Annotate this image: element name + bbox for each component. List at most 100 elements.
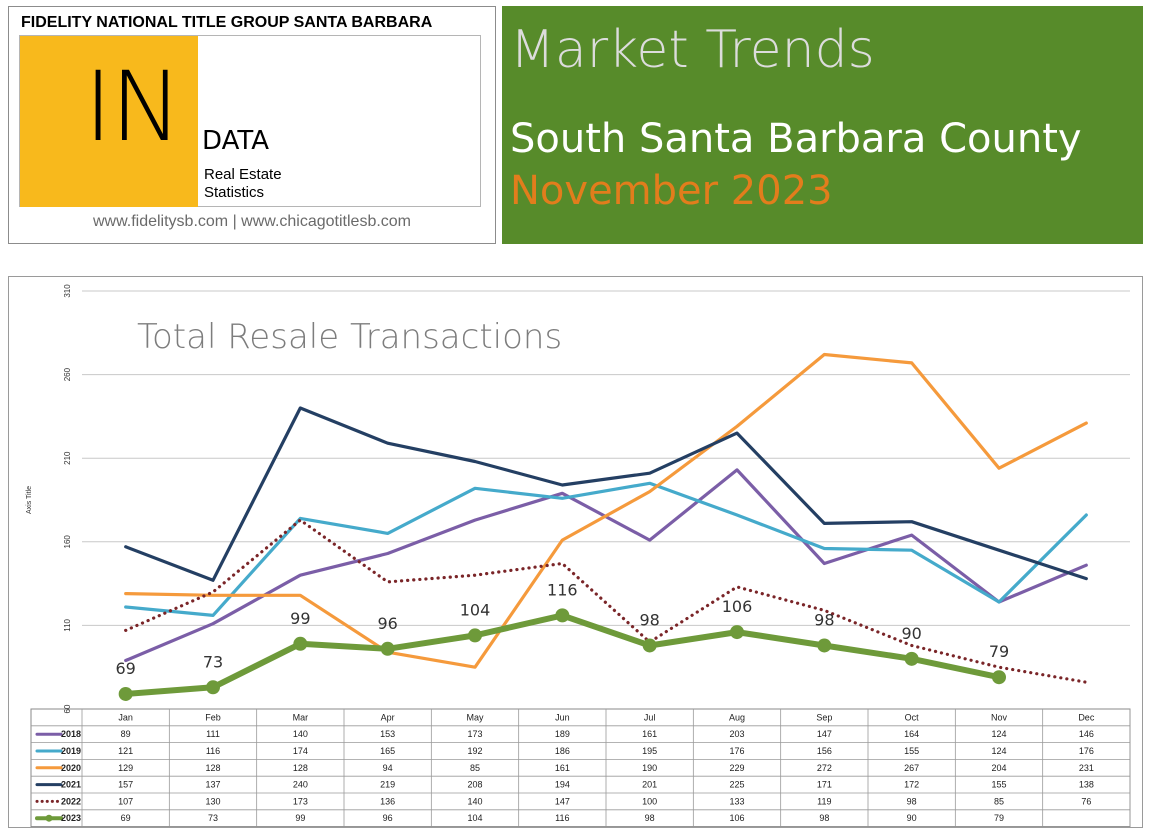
legend-entry-2018: 2018 [61, 729, 81, 739]
banner-area: South Santa Barbara County [510, 116, 1082, 162]
table-cell-2023: 98 [819, 813, 829, 823]
table-cell-2019: 116 [206, 746, 220, 756]
data-label-2023: 99 [290, 609, 310, 628]
table-cell-2023: 79 [994, 813, 1004, 823]
table-cell-2022: 100 [642, 796, 657, 806]
table-cell-2021: 171 [817, 780, 832, 790]
x-tick-label-apr: Apr [381, 712, 395, 722]
legend-entry-2022: 2022 [61, 796, 81, 806]
table-cell-2020: 85 [470, 763, 480, 773]
table-cell-2020: 231 [1079, 763, 1094, 773]
legend-entry-2020: 2020 [61, 763, 81, 773]
x-tick-label-feb: Feb [205, 712, 221, 722]
series-2023-point [293, 636, 308, 651]
series-line-2022 [124, 518, 1088, 684]
table-cell-2020: 128 [293, 763, 308, 773]
banner-title: Market Trends [510, 20, 875, 80]
y-tick-label-260: 260 [63, 367, 72, 381]
logo-box: FIDELITY NATIONAL TITLE GROUP SANTA BARB… [8, 6, 496, 244]
x-tick-label-dec: Dec [1078, 712, 1095, 722]
series-2023-point [118, 686, 133, 701]
table-cell-2018: 164 [904, 729, 919, 739]
table-cell-2018: 140 [293, 729, 308, 739]
logo-inner: IN DATA Real Estate Statistics [19, 35, 481, 207]
table-cell-2021: 201 [642, 780, 657, 790]
y-tick-label-110: 110 [63, 618, 72, 631]
title-banner: Market Trends South Santa Barbara County… [502, 6, 1143, 244]
legend-entry-2021: 2021 [61, 780, 81, 790]
table-cell-2018: 124 [991, 729, 1006, 739]
table-cell-2018: 147 [817, 729, 832, 739]
table-cell-2019: 176 [1079, 746, 1094, 756]
chart-frame: 60 110 160 210 260 310 Axis Title Total Resale … [8, 276, 1143, 828]
table-cell-2019: 165 [380, 746, 395, 756]
data-label-2023: 90 [901, 624, 921, 643]
table-cell-2019: 155 [904, 746, 919, 756]
table-cell-2021: 157 [118, 780, 133, 790]
logo-subtitle-line2: Statistics [204, 184, 265, 201]
data-label-2023: 69 [115, 659, 135, 678]
table-cell-2020: 161 [555, 763, 570, 773]
table-cell-2021: 137 [205, 780, 220, 790]
y-axis-title: Axis Title [26, 486, 33, 514]
table-cell-2023: 90 [907, 813, 917, 823]
table-cell-2022: 107 [118, 796, 133, 806]
table-cell-2019: 186 [555, 746, 570, 756]
table-cell-2022: 147 [555, 796, 570, 806]
series-2023-point [642, 638, 657, 653]
logo-data-text: DATA [202, 126, 269, 156]
data-label-2023: 96 [377, 614, 397, 633]
series-2023-point [555, 608, 570, 623]
table-cell-2022: 98 [907, 796, 917, 806]
table-cell-2019: 192 [467, 746, 482, 756]
table-cell-2020: 267 [904, 763, 919, 773]
table-cell-2020: 94 [383, 763, 393, 773]
data-label-2023: 106 [722, 597, 753, 616]
table-cell-2019: 195 [642, 746, 657, 756]
table-cell-2023: 73 [208, 813, 218, 823]
table-cell-2018: 189 [555, 729, 570, 739]
y-tick-label-210: 210 [63, 451, 72, 465]
table-cell-2021: 172 [904, 780, 919, 790]
series-line-2021 [124, 406, 1088, 582]
table-cell-2021: 240 [293, 780, 308, 790]
table-cell-2023: 104 [467, 813, 482, 823]
banner-date: November 2023 [510, 168, 833, 214]
table-cell-2018: 153 [380, 729, 395, 739]
data-label-2023: 79 [989, 642, 1009, 661]
table-cell-2021: 208 [467, 780, 482, 790]
series-2023-point [904, 651, 919, 666]
table-cell-2022: 119 [817, 796, 831, 806]
table-cell-2020: 272 [817, 763, 832, 773]
website-links[interactable]: www.fidelitysb.com | www.chicagotitlesb.… [92, 213, 412, 230]
series-2023-point [206, 680, 220, 695]
table-cell-2019: 156 [817, 746, 832, 756]
x-tick-label-jul: Jul [644, 712, 656, 722]
table-cell-2023: 69 [121, 813, 131, 823]
table-cell-2019: 124 [991, 746, 1006, 756]
table-cell-2018: 203 [729, 729, 744, 739]
series-line-2019 [124, 481, 1088, 617]
table-cell-2021: 225 [729, 780, 744, 790]
table-cell-2021: 194 [555, 780, 570, 790]
table-cell-2019: 174 [293, 746, 308, 756]
table-cell-2020: 128 [205, 763, 220, 773]
table-cell-2018: 161 [642, 729, 657, 739]
logo-in-text: IN [84, 51, 182, 163]
table-cell-2018: 146 [1079, 729, 1094, 739]
table-cell-2023: 99 [295, 813, 305, 823]
table-cell-2018: 89 [121, 729, 131, 739]
x-tick-label-oct: Oct [905, 712, 920, 722]
series-2023-point [992, 670, 1006, 685]
data-label-2023: 73 [203, 652, 223, 671]
table-cell-2023: 106 [729, 813, 744, 823]
table-cell-2019: 176 [729, 746, 744, 756]
x-tick-label-aug: Aug [729, 712, 745, 722]
table-cell-2021: 219 [380, 780, 395, 790]
table-cell-2023: 98 [645, 813, 655, 823]
table-cell-2022: 140 [467, 796, 482, 806]
table-cell-2022: 133 [729, 796, 744, 806]
table-cell-2018: 173 [467, 729, 482, 739]
series-2023-point [817, 638, 832, 653]
